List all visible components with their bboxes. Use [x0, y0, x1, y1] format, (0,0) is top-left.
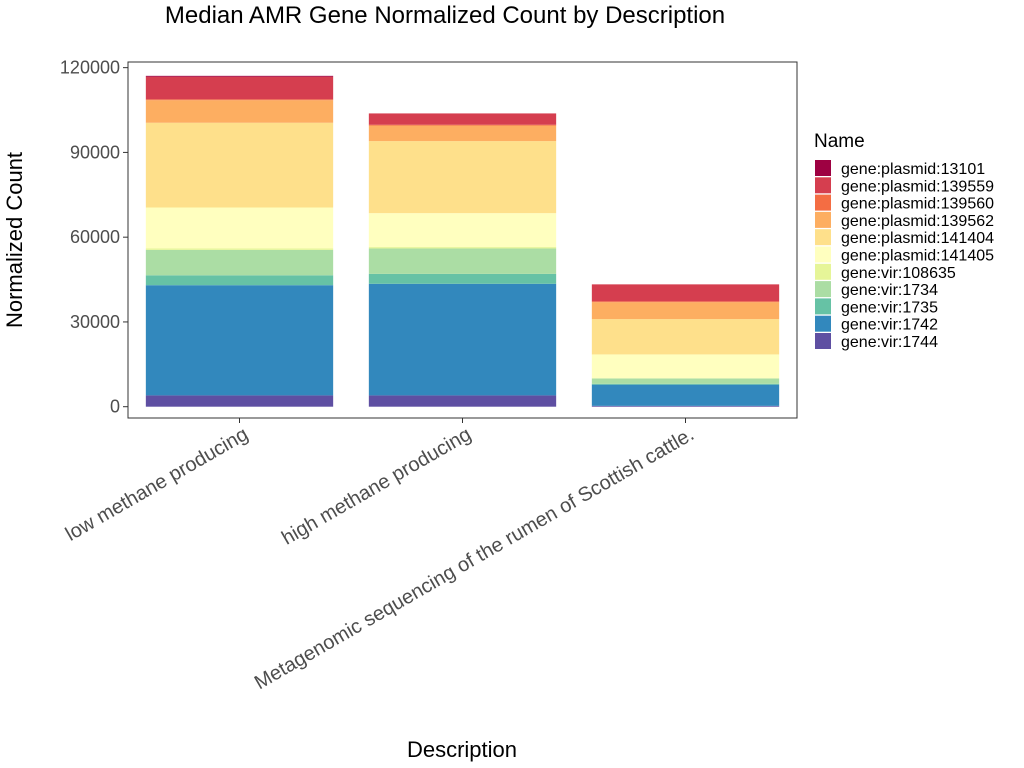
- plot-area: 0 30000 60000 90000 120000 low methane produc…: [60, 58, 798, 694]
- legend-swatch: [815, 194, 831, 211]
- chart-title: Median AMR Gene Normalized Count by Desc…: [165, 2, 725, 29]
- bar-segment: [145, 75, 334, 77]
- x-tick-label: low methane producing: [62, 423, 252, 545]
- legend-swatch: [815, 177, 831, 194]
- y-tick-label: 60000: [70, 227, 120, 247]
- x-tick-label: Metagenomic sequencing of the rumen of S…: [251, 423, 698, 694]
- bar-segment: [368, 125, 557, 142]
- x-axis-title: Description: [407, 737, 517, 762]
- legend-label: gene:plasmid:139559: [841, 178, 994, 195]
- bar-segment: [591, 384, 780, 406]
- bar-segment: [145, 285, 334, 396]
- x-tick-label: high methane producing: [278, 423, 475, 549]
- bar-segment: [591, 378, 780, 384]
- bar-segment: [368, 283, 557, 396]
- bar-segment: [145, 76, 334, 100]
- legend-swatch: [815, 281, 831, 298]
- legend-label: gene:vir:1744: [841, 334, 938, 351]
- bar-segment: [591, 405, 780, 407]
- legend-swatch: [815, 263, 831, 280]
- y-tick-label: 0: [110, 397, 120, 417]
- bar-segment: [591, 301, 780, 303]
- bar-segment: [368, 395, 557, 407]
- legend-label: gene:plasmid:141404: [841, 230, 994, 247]
- legend-label: gene:vir:1735: [841, 299, 938, 316]
- bar-segment: [145, 275, 334, 286]
- legend-swatch: [815, 298, 831, 315]
- bar-segment: [368, 247, 557, 249]
- legend-label: gene:plasmid:139560: [841, 196, 994, 213]
- bar-segment: [145, 395, 334, 407]
- legend-swatch: [815, 211, 831, 228]
- legend: Name gene:plasmid:13101gene:plasmid:1395…: [814, 131, 994, 351]
- legend-label: gene:vir:1734: [841, 282, 938, 299]
- bar-segment: [368, 213, 557, 248]
- bar-segment: [591, 383, 780, 385]
- y-tick-label: 120000: [60, 58, 120, 78]
- bar-segment: [591, 354, 780, 379]
- legend-swatch: [815, 160, 831, 176]
- legend-label: gene:plasmid:139562: [841, 213, 994, 230]
- bar-segment: [145, 99, 334, 101]
- legend-label: gene:plasmid:141405: [841, 248, 994, 265]
- bar-segment: [591, 284, 780, 302]
- bar-segment: [368, 124, 557, 126]
- bar-segment: [145, 248, 334, 250]
- bar-segment: [368, 141, 557, 214]
- legend-label: gene:vir:1742: [841, 317, 938, 334]
- bar-segment: [145, 207, 334, 249]
- bar-segment: [368, 273, 557, 284]
- bar-segment: [368, 248, 557, 274]
- legend-swatch: [815, 246, 831, 263]
- y-tick-label: 30000: [70, 312, 120, 332]
- bar-segment: [591, 319, 780, 355]
- bar-segment: [591, 302, 780, 320]
- legend-title: Name: [814, 131, 865, 152]
- legend-label: gene:vir:108635: [841, 265, 956, 282]
- legend-swatch: [815, 315, 831, 332]
- legend-label: gene:plasmid:13101: [841, 161, 985, 178]
- legend-swatch: [815, 333, 831, 349]
- bar-segment: [145, 249, 334, 276]
- bar-segment: [145, 100, 334, 123]
- bar-segment: [368, 113, 557, 125]
- bar-segment: [145, 122, 334, 208]
- legend-swatch: [815, 229, 831, 246]
- y-axis-title: Normalized Count: [2, 152, 27, 328]
- y-tick-label: 90000: [70, 142, 120, 162]
